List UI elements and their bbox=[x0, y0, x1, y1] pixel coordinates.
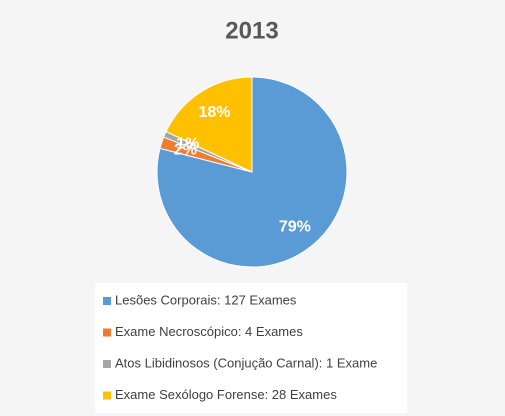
data-label: 18% bbox=[198, 104, 230, 121]
pie-slice bbox=[165, 76, 253, 173]
chart-title: 2013 bbox=[225, 17, 278, 44]
legend-label: Atos Libidinosos (Conjução Carnal): 1 Ex… bbox=[115, 355, 377, 370]
pie-slice bbox=[156, 76, 348, 268]
legend-marker bbox=[103, 328, 111, 337]
legend-marker bbox=[103, 360, 111, 368]
legend-box bbox=[95, 283, 407, 413]
data-label: 1% bbox=[176, 135, 199, 152]
legend-marker bbox=[103, 391, 111, 400]
legend-label: Exame Sexólogo Forense: 28 Exames bbox=[115, 387, 337, 402]
legend-marker bbox=[103, 297, 111, 305]
legend-label: Lesões Corporais: 127 Exames bbox=[115, 292, 297, 307]
legend-label: Exame Necroscópico: 4 Exames bbox=[115, 324, 303, 339]
data-label: 79% bbox=[279, 219, 311, 236]
data-label: 2% bbox=[174, 142, 197, 159]
